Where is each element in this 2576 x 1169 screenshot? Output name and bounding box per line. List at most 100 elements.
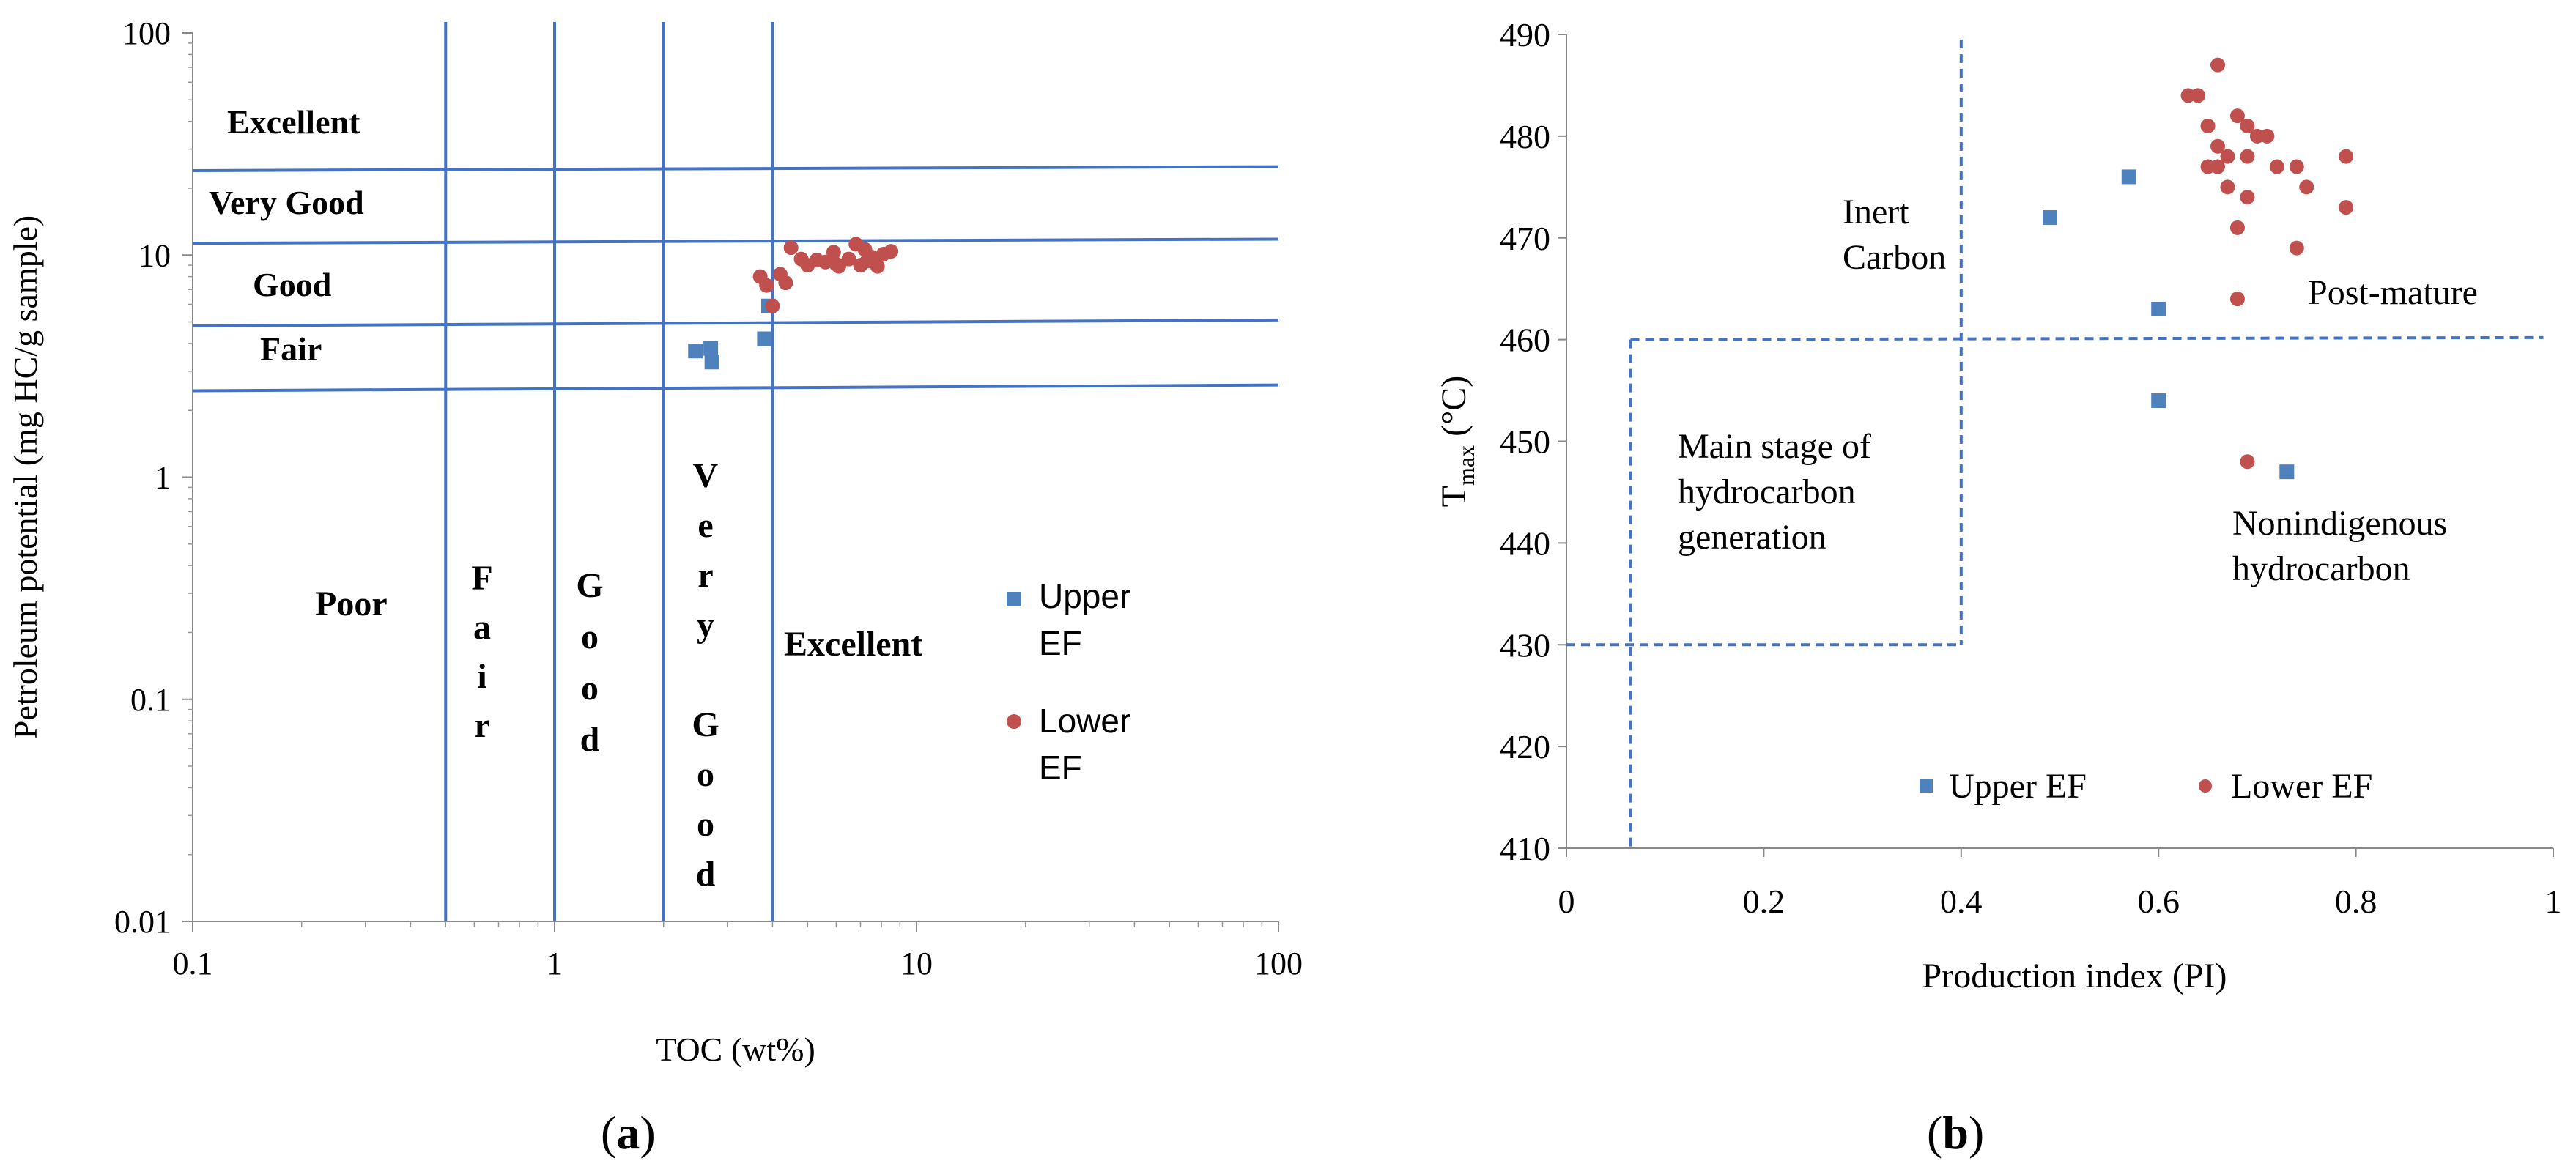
legend-lower-label: Lower EF [2231, 767, 2372, 806]
column-label-letter: r [697, 556, 713, 595]
lower-ef-point [884, 244, 899, 259]
y-tick-label: 490 [1500, 16, 1550, 53]
lower-ef-point [2210, 138, 2226, 154]
caption-b: (b) [1927, 1107, 1985, 1159]
legend-upper-label: Upper [1039, 577, 1130, 615]
y-tick-label: 460 [1500, 322, 1550, 359]
lower-ef-point [2339, 200, 2354, 215]
column-label-letter: r [474, 706, 489, 745]
tmax-vs-production-index-chart: 410 420 430 440 450 460 470 480 490 0 0.2 0.4 0.6 0.8… [1435, 16, 2562, 995]
lower-ef-point [2229, 108, 2245, 124]
lower-ef-point [2299, 179, 2314, 195]
post-mature-boundary-horizontal [1630, 335, 2544, 341]
lower-ef-point [2240, 454, 2255, 470]
y-tick-label: 480 [1500, 118, 1550, 155]
lower-ef-point [818, 254, 833, 270]
lower-ef-point [2191, 88, 2206, 103]
column-label-letter: d [696, 855, 716, 894]
legend-lower-marker [2199, 779, 2212, 793]
zone-label: Inert [1843, 193, 1909, 231]
zone-label: generation [1678, 518, 1826, 557]
upper-ef-point [757, 331, 772, 346]
lower-ef-point [2229, 220, 2245, 235]
row-label: Very Good [209, 184, 364, 221]
y-tick-label: 10 [138, 237, 171, 273]
lower-ef-point [2240, 118, 2255, 133]
pp-boundary-line [192, 383, 1279, 393]
column-label-letter: o [697, 755, 714, 794]
lower-ef-point [765, 298, 780, 313]
y-tick-label: 420 [1500, 728, 1550, 765]
y-tick-label: 430 [1500, 626, 1550, 664]
y-tick-label: 0.01 [114, 904, 171, 940]
legend-lower-marker [1007, 714, 1021, 729]
lower-ef-point [2229, 292, 2245, 307]
column-label-letter: Excellent [784, 625, 922, 664]
pp-boundary-line [192, 318, 1279, 327]
caption-a: (a) [601, 1107, 656, 1159]
column-label-letter: d [580, 720, 600, 759]
column-label-letter: Poor [315, 584, 388, 623]
lower-ef-point [2240, 190, 2255, 205]
upper-ef-point [2043, 209, 2058, 225]
x-axis-label: TOC (wt%) [656, 1031, 815, 1068]
x-tick-label: 1 [547, 946, 563, 981]
x-tick-label: 1 [2545, 883, 2562, 920]
y-tick-label: 100 [122, 15, 171, 51]
lower-ef-point [778, 275, 793, 291]
x-tick-label: 0.6 [2137, 883, 2180, 920]
legend-upper-label: EF [1039, 624, 1082, 662]
row-label: Excellent [227, 103, 360, 141]
x-tick-label: 0.2 [1743, 883, 1785, 920]
zone-label: Nonindigenous [2232, 504, 2447, 543]
column-label-letter: o [581, 669, 599, 708]
upper-ef-point [2151, 301, 2166, 316]
lower-ef-point [2200, 118, 2216, 133]
legend-lower-label: Lower [1039, 702, 1130, 740]
column-label-letter: o [581, 617, 599, 656]
panel-a: 0.01 0.1 1 10 100 0.1 1 10 100 TOC (wt%) Petroleum… [7, 15, 1303, 1159]
zone-label: Post-mature [2308, 273, 2478, 312]
legend-upper-marker [1007, 592, 1021, 606]
lower-ef-point [2210, 57, 2226, 73]
pp-boundary-line [192, 165, 1279, 172]
legend-upper-label: Upper EF [1949, 767, 2087, 806]
upper-ef-point [703, 341, 719, 356]
x-tick-label: 0.1 [173, 946, 213, 981]
column-label-letter: i [477, 657, 486, 696]
lower-ef-point [2259, 128, 2275, 144]
zone-label: hydrocarbon [2232, 549, 2410, 588]
upper-ef-point [2121, 169, 2136, 185]
y-tick-label: 0.1 [130, 682, 171, 718]
lower-ef-point [841, 251, 856, 267]
row-label: Good [253, 266, 332, 303]
column-label-letter: G [576, 566, 603, 605]
panel-b: 410 420 430 440 450 460 470 480 490 0 0.2 0.4 0.6 0.8… [1363, 0, 2576, 1169]
x-axis-label: Production index (PI) [1922, 957, 2227, 995]
lower-ef-point [2220, 179, 2235, 195]
legend-lower-label: EF [1039, 749, 1082, 787]
lower-ef-point [783, 240, 799, 256]
y-tick-label: 440 [1500, 524, 1550, 562]
y-tick-label: 410 [1500, 830, 1550, 867]
x-tick-label: 100 [1254, 946, 1303, 981]
y-tick-label: 450 [1500, 423, 1550, 461]
lower-ef-point [2269, 159, 2284, 174]
column-label-letter: a [473, 608, 491, 647]
upper-ef-point [2279, 464, 2295, 480]
zone-label: Main stage of [1678, 427, 1871, 466]
lower-ef-point [826, 245, 841, 260]
lower-ef-point [2220, 149, 2235, 164]
column-label-letter: o [697, 805, 714, 844]
lower-ef-point [2289, 159, 2304, 174]
y-axis-label: Petroleum potential (mg HC/g sample) [7, 215, 44, 739]
x-tick-label: 0.4 [1940, 883, 1983, 920]
lower-ef-point [859, 253, 875, 269]
upper-ef-point [2151, 393, 2166, 408]
lower-ef-point [2200, 159, 2216, 174]
upper-ef-point [704, 355, 719, 370]
lower-ef-point [759, 278, 774, 293]
column-label-letter: V [693, 456, 719, 495]
y-tick-label: 470 [1500, 220, 1550, 257]
